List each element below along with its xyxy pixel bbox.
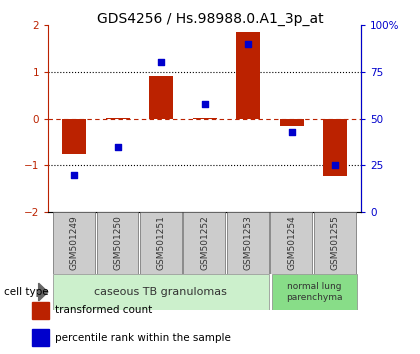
Bar [97,212,138,274]
Point [202,101,208,107]
Text: cell type: cell type [4,287,49,297]
Text: percentile rank within the sample: percentile rank within the sample [55,333,231,343]
Bar [280,119,304,126]
Bar [53,274,269,310]
Bar [272,274,357,310]
Text: GSM501253: GSM501253 [244,215,253,270]
Bar [270,212,312,274]
Bar [314,212,356,274]
Text: GSM501255: GSM501255 [331,215,340,270]
Text: GSM501249: GSM501249 [70,215,79,269]
Text: GSM501252: GSM501252 [200,215,209,269]
Point [115,144,121,149]
Bar [53,212,95,274]
Bar [150,76,173,119]
Bar [32,302,50,319]
Bar [63,119,87,154]
Point [288,129,295,135]
Point [332,162,339,168]
Point [245,41,252,46]
Bar [140,212,182,274]
Text: transformed count: transformed count [55,305,152,315]
Bar [184,212,225,274]
Text: GSM501250: GSM501250 [113,215,122,270]
Bar [106,118,130,119]
Text: GSM501254: GSM501254 [287,215,296,269]
Bar [323,119,347,176]
Bar [236,32,260,119]
Point [158,59,165,65]
Bar [193,118,217,119]
Bar [32,329,50,346]
Text: normal lung
parenchyma: normal lung parenchyma [286,282,343,302]
Text: GSM501251: GSM501251 [157,215,166,270]
Text: caseous TB granulomas: caseous TB granulomas [94,287,227,297]
Bar [227,212,269,274]
Point [71,172,78,178]
Text: GDS4256 / Hs.98988.0.A1_3p_at: GDS4256 / Hs.98988.0.A1_3p_at [97,12,323,27]
